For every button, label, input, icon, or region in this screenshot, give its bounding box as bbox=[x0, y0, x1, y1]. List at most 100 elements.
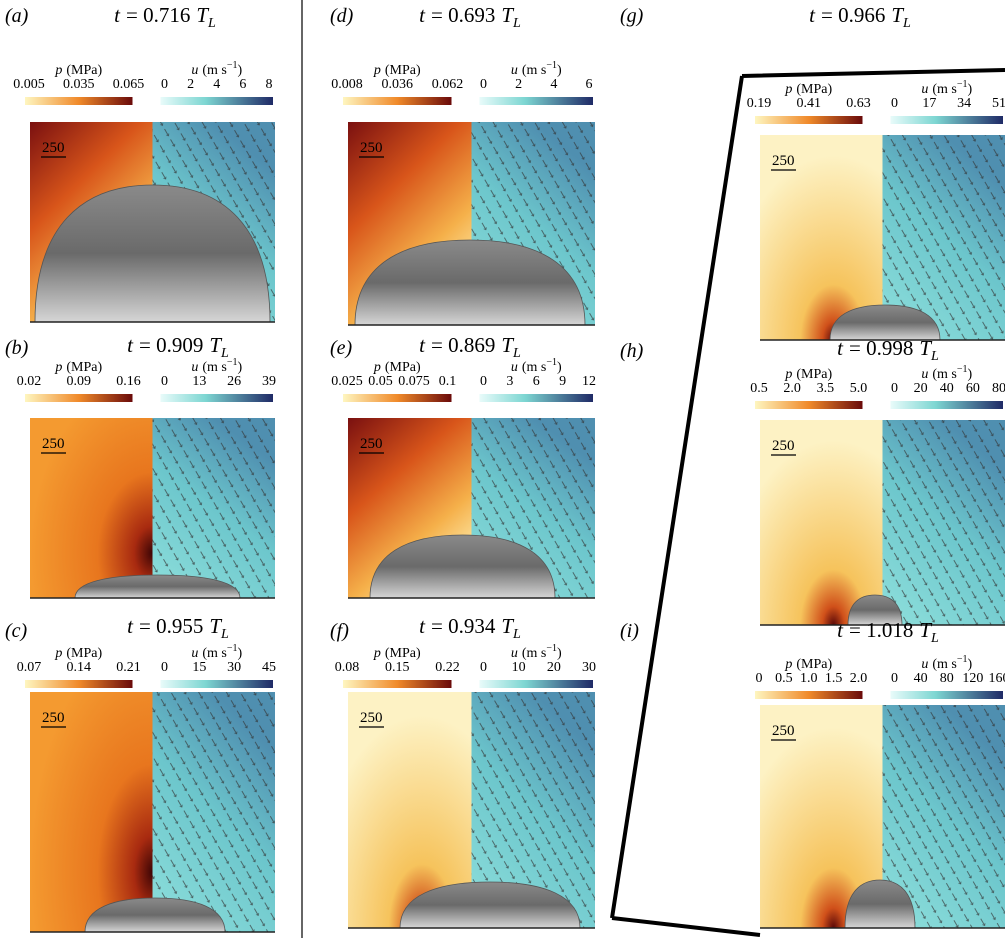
panel-label: (b) bbox=[5, 337, 29, 359]
p-tick-label: 0.075 bbox=[398, 374, 430, 389]
panel: (i)t= 1.018TLp(MPa)00.51.01.52.0u(m s−1)… bbox=[620, 618, 1005, 928]
time-sub: L bbox=[220, 627, 229, 642]
u-tick-label: 34 bbox=[957, 96, 971, 111]
time-value: = 0.998 bbox=[849, 336, 913, 360]
panel-label: (i) bbox=[620, 620, 639, 642]
time-var: t bbox=[419, 614, 426, 638]
u-tick-label: 20 bbox=[914, 381, 928, 396]
var: u bbox=[191, 63, 198, 78]
p-tick-label: 2.0 bbox=[850, 671, 868, 686]
u-tick-label: 51 bbox=[992, 96, 1005, 111]
p-tick-label: 0.41 bbox=[797, 96, 822, 111]
sup: −1 bbox=[957, 79, 968, 90]
unit: (MPa) bbox=[796, 657, 832, 672]
p-tick-label: 0.1 bbox=[439, 374, 457, 389]
u-colorbar bbox=[891, 401, 1004, 409]
u-colorbar bbox=[480, 394, 594, 402]
time-sub: L bbox=[207, 16, 216, 31]
u-tick-label: 4 bbox=[213, 77, 220, 92]
var: p bbox=[784, 367, 792, 382]
time-var: t bbox=[809, 3, 816, 27]
time-value: = 0.716 bbox=[126, 3, 190, 27]
var: p bbox=[54, 63, 62, 78]
close: ) bbox=[557, 63, 562, 78]
u-tick-label: 0 bbox=[161, 660, 168, 675]
u-tick-label: 0 bbox=[891, 671, 898, 686]
p-tick-label: 1.0 bbox=[800, 671, 818, 686]
p-tick-label: 0.63 bbox=[846, 96, 871, 111]
p-colorbar-label: p(MPa) bbox=[373, 63, 421, 78]
time-var: t bbox=[127, 614, 134, 638]
u-colorbar-label: u(m s−1) bbox=[191, 60, 242, 78]
p-tick-label: 0 bbox=[756, 671, 763, 686]
var: p bbox=[784, 657, 792, 672]
u-tick-label: 6 bbox=[586, 77, 593, 92]
p-colorbar-label: p (MPa) bbox=[784, 657, 832, 672]
velocity-arrows bbox=[883, 420, 1005, 625]
p-colorbar-label: p(MPa) bbox=[784, 82, 832, 97]
u-colorbar bbox=[161, 97, 274, 105]
p-colorbar-label: p (MPa) bbox=[54, 63, 102, 78]
unit: (MPa) bbox=[385, 646, 421, 661]
unit: (MPa) bbox=[385, 63, 421, 78]
p-tick-label: 0.14 bbox=[67, 660, 92, 675]
scale-label: 250 bbox=[772, 723, 795, 739]
u-tick-label: 26 bbox=[227, 374, 241, 389]
scale-label: 250 bbox=[42, 436, 65, 452]
u-tick-label: 0 bbox=[891, 381, 898, 396]
u-colorbar-label: u(m s−1) bbox=[191, 357, 242, 375]
panel-label: (h) bbox=[620, 340, 644, 362]
u-tick-label: 0 bbox=[480, 374, 487, 389]
unit: (m s bbox=[932, 82, 957, 97]
unit: (m s bbox=[522, 63, 547, 78]
p-tick-label: 0.15 bbox=[385, 660, 410, 675]
p-colorbar bbox=[343, 680, 452, 688]
u-tick-label: 12 bbox=[582, 374, 596, 389]
unit: (MPa) bbox=[385, 360, 421, 375]
time-label: t= 0.966TL bbox=[809, 3, 911, 31]
velocity-arrows bbox=[153, 418, 276, 598]
close: ) bbox=[967, 82, 972, 97]
p-tick-label: 0.035 bbox=[63, 77, 95, 92]
p-tick-label: 0.5 bbox=[775, 671, 793, 686]
p-tick-label: 0.005 bbox=[13, 77, 45, 92]
var: u bbox=[511, 63, 518, 78]
var: u bbox=[511, 646, 518, 661]
p-colorbar bbox=[755, 691, 863, 699]
close: ) bbox=[557, 360, 562, 375]
u-colorbar-label: u(m s−1) bbox=[921, 364, 972, 382]
p-colorbar-label: p(MPa) bbox=[373, 646, 421, 661]
u-colorbar bbox=[480, 680, 594, 688]
u-colorbar bbox=[891, 691, 1004, 699]
var: u bbox=[921, 657, 928, 672]
time-sub: L bbox=[512, 16, 521, 31]
var: p bbox=[373, 360, 381, 375]
panel: (b)t= 0.909TLp(MPa)0.020.090.16u(m s−1)0… bbox=[5, 333, 276, 598]
u-colorbar bbox=[161, 394, 274, 402]
p-tick-label: 2.0 bbox=[783, 381, 801, 396]
u-tick-label: 4 bbox=[550, 77, 557, 92]
panel-label: (a) bbox=[5, 5, 29, 27]
u-tick-label: 13 bbox=[192, 374, 206, 389]
unit: (m s bbox=[932, 367, 957, 382]
velocity-arrows bbox=[153, 692, 276, 932]
time-sub: L bbox=[930, 349, 939, 364]
p-colorbar bbox=[25, 394, 133, 402]
close: ) bbox=[967, 367, 972, 382]
sup: −1 bbox=[546, 643, 557, 654]
panel: (g)t= 0.966TLp(MPa)0.190.410.63u(m s−1)0… bbox=[620, 3, 1005, 340]
sup: −1 bbox=[227, 357, 238, 368]
panels: (a)t= 0.716TLp(MPa)0.0050.0350.065u(m s−… bbox=[5, 3, 1005, 932]
u-tick-label: 0 bbox=[480, 77, 487, 92]
time-label: t= 0.693TL bbox=[419, 3, 521, 31]
unit: (MPa) bbox=[66, 63, 102, 78]
p-tick-label: 0.16 bbox=[116, 374, 141, 389]
time-var: t bbox=[419, 3, 426, 27]
p-tick-label: 0.065 bbox=[113, 77, 145, 92]
u-tick-label: 45 bbox=[262, 660, 276, 675]
time-var: t bbox=[114, 3, 121, 27]
p-colorbar-label: p(MPa) bbox=[54, 360, 102, 375]
u-tick-label: 3 bbox=[506, 374, 513, 389]
u-tick-label: 0 bbox=[891, 96, 898, 111]
